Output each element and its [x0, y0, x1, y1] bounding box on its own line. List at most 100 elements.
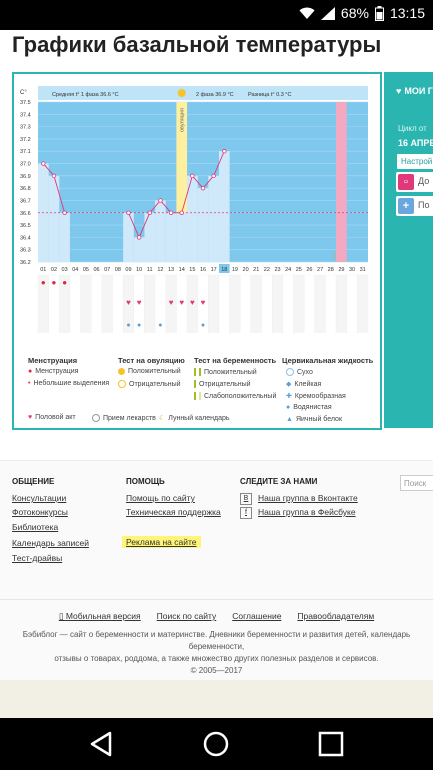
- footer-link-support[interactable]: Техническая поддержка: [126, 507, 221, 517]
- cycle-day: 13: [168, 267, 174, 273]
- cycle-day: 11: [147, 267, 153, 273]
- today-highlight: [218, 264, 230, 273]
- symbol-cell: [314, 274, 326, 333]
- cycle-day: 07: [104, 267, 110, 273]
- settings-button[interactable]: Настрой: [396, 153, 433, 170]
- footer-link-calendar[interactable]: Календарь записей: [12, 538, 89, 548]
- symbol-cell: [303, 274, 315, 333]
- temp-bar: [48, 175, 60, 262]
- footer-link-facebook[interactable]: f Наша группа в Фейсбуке: [240, 507, 356, 519]
- cycle-day: 21: [253, 267, 259, 273]
- footer-link-ads[interactable]: Реклама на сайте: [122, 536, 201, 548]
- intercourse-mark: ♥: [126, 298, 131, 307]
- footer-search-input[interactable]: Поиск: [400, 475, 433, 491]
- home-icon[interactable]: [202, 730, 230, 758]
- temp-line-segment: [160, 200, 172, 214]
- calendar-icon: ▫: [398, 174, 414, 190]
- chart-header-band: [38, 86, 368, 100]
- menstruation-mark: ●: [62, 278, 67, 287]
- temp-point: [200, 185, 206, 191]
- footer-link-testdrives[interactable]: Тест-драйвы: [12, 553, 63, 563]
- temp-point: [222, 149, 227, 154]
- symbol-cell: [240, 274, 252, 333]
- more-button[interactable]: + По: [396, 196, 433, 216]
- legend-menstruation-title: Менструация: [28, 356, 78, 365]
- intercourse-mark: ♥: [190, 298, 195, 307]
- temp-line-segment: [42, 163, 55, 177]
- cycle-label: Цикл от: [398, 124, 427, 133]
- decorative-pattern: [0, 680, 433, 718]
- intercourse-mark: ♥: [169, 298, 174, 307]
- footer-divider: [0, 599, 433, 600]
- temp-point: [168, 210, 174, 215]
- cervical-mark: ●: [126, 322, 130, 329]
- temp-bar: [218, 151, 230, 262]
- add-entry-button[interactable]: ▫ До: [396, 172, 433, 192]
- my-charts-link[interactable]: ♥ МОИ Г: [396, 86, 433, 96]
- cycle-day: 30: [349, 267, 355, 273]
- cycle-day: 31: [360, 267, 366, 273]
- symbol-cell: [271, 274, 284, 333]
- footer-bottom-links: ▯ Мобильная версия Поиск по сайту Соглаш…: [0, 611, 433, 622]
- cycle-day: 09: [125, 267, 131, 273]
- cycle-date: 16 АПРЕЛ: [398, 138, 433, 148]
- y-tick: 37.2: [20, 137, 31, 143]
- footer-about: Бэбиблог — сайт о беременности и материн…: [22, 630, 411, 675]
- cycle-day: 03: [62, 267, 68, 273]
- cycle-day: 26: [306, 267, 312, 273]
- legend-menstruation: ● Менструация: [28, 368, 79, 375]
- temp-point: [136, 235, 142, 240]
- footer-link-consultations[interactable]: Консультации: [12, 493, 67, 503]
- footer-link-site-help[interactable]: Помощь по сайту: [126, 493, 195, 503]
- header-phase2: 2 фаза 36.9 °C: [196, 92, 234, 98]
- intercourse-mark: ♥: [137, 298, 142, 307]
- temp-bar: [197, 188, 209, 262]
- back-icon[interactable]: [88, 730, 114, 758]
- legend-medication: Прием лекарств: [92, 414, 156, 422]
- chart-panel: Средняя t° 1 фаза 36.6 °C 2 фаза 36.9 °C Р…: [12, 72, 382, 430]
- footer-link-library[interactable]: Библиотека: [12, 522, 59, 532]
- rightholders-link[interactable]: Правообладателям: [297, 611, 375, 621]
- footer-link-vk[interactable]: B Наша группа в Вконтакте: [240, 493, 358, 505]
- vk-icon: B: [240, 493, 252, 505]
- y-tick: 37.5: [20, 100, 31, 106]
- agreement-link[interactable]: Соглашение: [232, 611, 282, 621]
- cycle-day: 19: [232, 267, 238, 273]
- cycle-day: 27: [317, 267, 323, 273]
- cervical-mark: ●: [158, 322, 162, 329]
- cervical-mark: ●: [201, 322, 205, 329]
- y-tick: 36.9: [20, 174, 31, 180]
- legend-spotting: • Небольшие выделения: [28, 380, 110, 387]
- cycle-day: 22: [264, 267, 270, 273]
- legend-moon: ☾ Лунный календарь: [159, 414, 230, 423]
- facebook-icon: f: [240, 507, 252, 519]
- menstruation-mark: ●: [41, 278, 46, 287]
- legend-intercourse: ♥ Половой акт: [28, 414, 76, 421]
- heart-icon: ♥: [396, 86, 402, 96]
- side-panel: ♥МОИ Г Цикл от 16 АПРЕЛ Настрой ▫ До + П…: [384, 72, 433, 428]
- legend-pregnancy-title: Тест на беременность: [194, 356, 277, 365]
- battery-percent: 68%: [340, 5, 369, 21]
- wifi-icon: [299, 7, 315, 19]
- symbol-cell: [69, 274, 81, 333]
- symbol-cell: [261, 274, 273, 333]
- legend-ovu-positive: Положительный: [118, 368, 181, 375]
- recents-icon[interactable]: [318, 730, 344, 758]
- cycle-day: 05: [83, 267, 89, 273]
- symbol-cell: [80, 274, 92, 333]
- temp-line-segment: [213, 151, 225, 177]
- plus-icon: +: [398, 198, 414, 214]
- footer-link-photocontests[interactable]: Фотоконкурсы: [12, 507, 68, 517]
- cycle-day: 04: [72, 267, 78, 273]
- cycle-day: 16: [200, 267, 206, 273]
- site-search-link[interactable]: Поиск по сайту: [156, 611, 217, 621]
- temp-point: [51, 173, 57, 179]
- status-bar: 68% 13:15: [0, 0, 433, 30]
- cycle-day: 01: [40, 267, 46, 273]
- mobile-version-link[interactable]: ▯ Мобильная версия: [58, 611, 141, 621]
- symbol-cell: [293, 274, 305, 333]
- cycle-day: 17: [211, 267, 217, 273]
- symbol-cell: [250, 274, 262, 333]
- temp-point: [158, 198, 163, 203]
- y-tick: 36.5: [20, 223, 31, 229]
